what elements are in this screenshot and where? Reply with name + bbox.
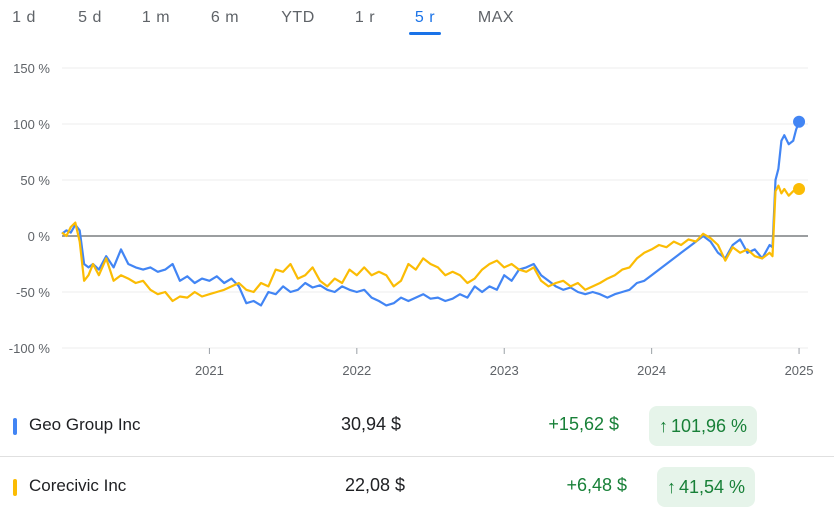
corecivic-color-swatch (13, 479, 17, 496)
arrow-up-icon: ↑ (667, 477, 676, 497)
geo-end-point (793, 115, 806, 128)
x-tick-label: 2021 (195, 363, 224, 378)
arrow-up-icon: ↑ (659, 416, 668, 436)
stock-name: Geo Group Inc (29, 415, 141, 434)
tab-1d[interactable]: 1 d (12, 9, 36, 26)
x-tick-label: 2023 (490, 363, 519, 378)
stock-percent: 41,54 % (679, 477, 746, 497)
y-tick-label: 100 % (13, 117, 50, 132)
comparison-chart: 150 % 100 % 50 % 0 % -50 % -100 % 2021 2022 2023… (9, 61, 814, 378)
tab-1r[interactable]: 1 r (354, 9, 376, 26)
y-tick-label: -50 % (16, 285, 50, 300)
y-tick-label: 0 % (28, 229, 51, 244)
tab-1m[interactable]: 1 m (141, 9, 171, 26)
stock-change: +15,62 $ (548, 414, 619, 434)
tab-5d[interactable]: 5 d (78, 9, 102, 26)
stock-percent: 101,96 % (671, 416, 748, 436)
y-tick-label: 150 % (13, 61, 50, 76)
stock-row-corecivic[interactable]: Corecivic Inc 22,08 $ +6,48 $ ↑ 41,54 % (0, 457, 834, 517)
y-tick-label: -100 % (9, 341, 51, 356)
stock-percent-badge: ↑ 101,96 % (649, 406, 758, 446)
stock-price: 30,94 $ (340, 414, 401, 434)
x-tick-label: 2024 (637, 363, 666, 378)
range-tabs: 1 d 5 d 1 m 6 m YTD 1 r 5 r MAX (0, 0, 834, 40)
tab-ytd[interactable]: YTD (281, 9, 315, 26)
stock-price: 22,08 $ (344, 475, 405, 495)
stock-change: +6,48 $ (566, 475, 627, 495)
stock-name: Corecivic Inc (29, 476, 127, 495)
tab-max[interactable]: MAX (477, 9, 515, 26)
geo-color-swatch (13, 418, 17, 435)
stock-percent-badge: ↑ 41,54 % (657, 467, 756, 507)
x-tick-label: 2025 (785, 363, 814, 378)
y-tick-label: 50 % (20, 173, 50, 188)
tab-6m[interactable]: 6 m (210, 9, 240, 26)
tab-5r[interactable]: 5 r (409, 8, 441, 35)
geo-series-line (61, 121, 801, 307)
corecivic-end-point (793, 182, 806, 195)
stock-row-geo[interactable]: Geo Group Inc 30,94 $ +15,62 $ ↑ 101,96 % (0, 396, 834, 457)
x-tick-label: 2022 (342, 363, 371, 378)
corecivic-series-line (61, 184, 800, 303)
